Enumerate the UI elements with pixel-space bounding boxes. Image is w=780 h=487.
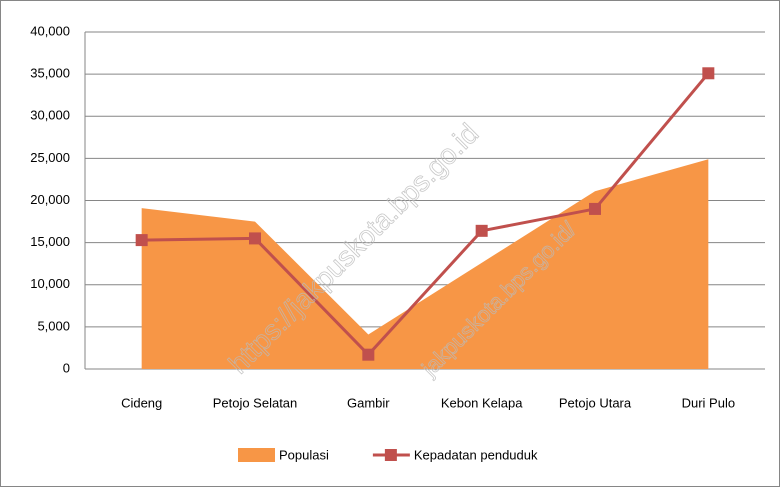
y-tick-label: 0: [63, 360, 70, 375]
x-tick-label: Gambir: [347, 395, 390, 410]
x-tick-label: Kebon Kelapa: [441, 395, 523, 410]
y-tick-label: 20,000: [30, 192, 70, 207]
line-marker: [249, 232, 261, 245]
y-tick-label: 10,000: [30, 276, 70, 291]
line: [141, 72, 710, 357]
legend-marker: [384, 449, 397, 461]
y-tick-label: 25,000: [30, 150, 70, 165]
y-tick-label: 40,000: [30, 23, 70, 38]
x-tick-label: Petojo Utara: [559, 395, 632, 410]
y-tick-label: 30,000: [30, 108, 70, 123]
line-marker: [702, 67, 715, 80]
x-tick-label: Cideng: [121, 395, 162, 410]
legend-swatch: [238, 448, 275, 462]
line-marker: [475, 224, 488, 237]
area: [141, 159, 709, 369]
x-tick-label: Petojo Selatan: [213, 395, 298, 410]
legend-label: Populasi: [279, 447, 329, 462]
y-tick-label: 35,000: [30, 66, 70, 81]
line-marker: [135, 234, 148, 247]
y-tick-label: 5,000: [37, 318, 70, 333]
line-marker: [589, 202, 601, 215]
x-tick-label: Duri Pulo: [682, 395, 735, 410]
y-tick-label: 15,000: [30, 234, 70, 249]
legend-label: Kepadatan penduduk: [414, 447, 538, 462]
line-marker: [362, 348, 375, 361]
